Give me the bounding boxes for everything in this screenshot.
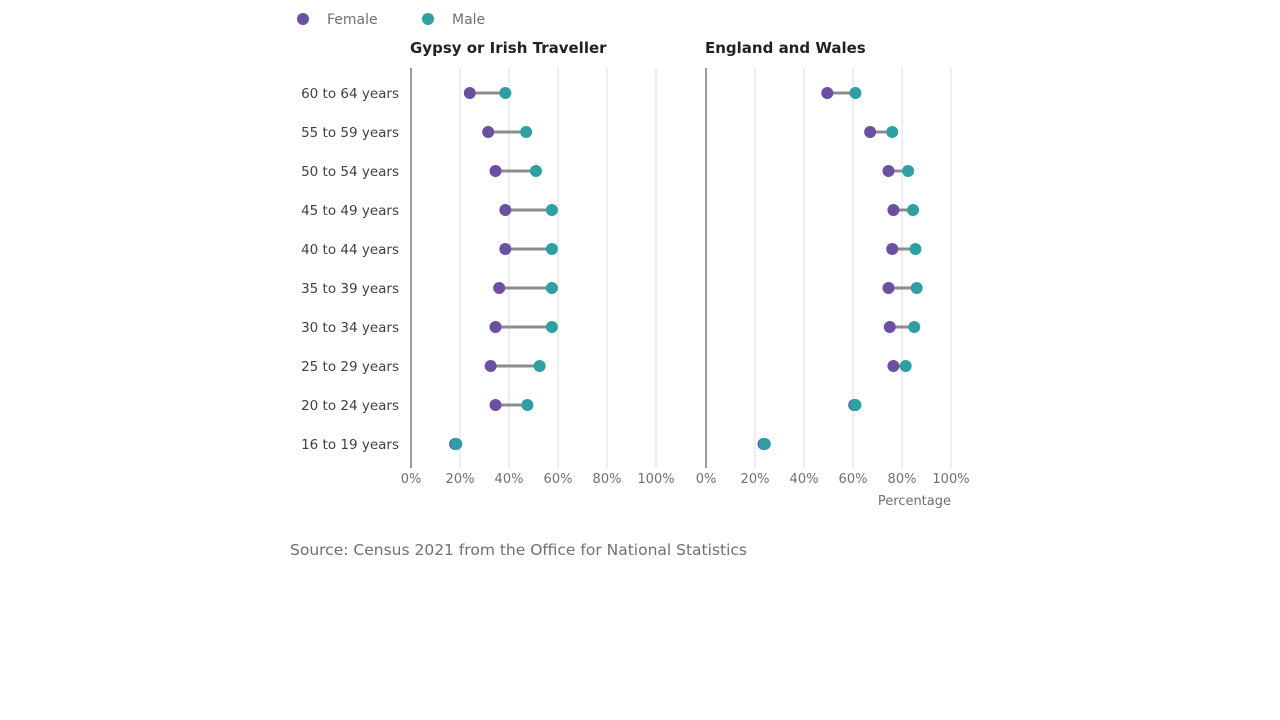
female-point — [482, 126, 495, 138]
male-point — [529, 165, 542, 177]
source-note: Source: Census 2021 from the Office for … — [290, 541, 747, 559]
male-point — [907, 204, 920, 216]
male-point — [545, 243, 558, 255]
x-tick-label: 40% — [790, 472, 819, 487]
category-label: 40 to 44 years — [301, 242, 399, 258]
x-tick-label: 20% — [741, 472, 770, 487]
female-point — [887, 360, 900, 372]
x-tick-label: 40% — [495, 472, 524, 487]
male-point — [849, 87, 862, 99]
female-point — [882, 165, 895, 177]
male-point — [849, 399, 862, 411]
male-point — [758, 438, 771, 450]
male-point — [909, 243, 922, 255]
x-tick-label: 0% — [401, 472, 422, 487]
female-point — [499, 204, 512, 216]
male-point — [910, 282, 923, 294]
category-label: 50 to 54 years — [301, 164, 399, 180]
female-point — [489, 321, 502, 333]
legend-label-female: Female — [327, 12, 378, 28]
category-label: 25 to 29 years — [301, 359, 399, 375]
category-label: 30 to 34 years — [301, 320, 399, 336]
female-point — [489, 165, 502, 177]
category-label: 55 to 59 years — [301, 125, 399, 141]
male-point — [520, 126, 533, 138]
panel-title-1: Gypsy or Irish Traveller — [410, 39, 607, 57]
male-point — [902, 165, 915, 177]
female-point — [864, 126, 877, 138]
male-point — [908, 321, 921, 333]
x-tick-label: 80% — [593, 472, 622, 487]
category-label: 60 to 64 years — [301, 86, 399, 102]
x-tick-label: 20% — [446, 472, 475, 487]
female-point — [489, 399, 502, 411]
female-point — [499, 243, 512, 255]
female-point — [883, 321, 896, 333]
x-tick-label: 60% — [839, 472, 868, 487]
female-point — [484, 360, 497, 372]
female-point — [821, 87, 834, 99]
legend-marker-female — [297, 13, 309, 25]
male-point — [886, 126, 899, 138]
category-label: 45 to 49 years — [301, 203, 399, 219]
x-tick-label: 100% — [637, 472, 674, 487]
female-point — [463, 87, 476, 99]
male-point — [545, 321, 558, 333]
male-point — [545, 204, 558, 216]
female-point — [887, 204, 900, 216]
x-tick-label: 60% — [544, 472, 573, 487]
category-label: 35 to 39 years — [301, 281, 399, 297]
x-tick-label: 100% — [932, 472, 969, 487]
female-point — [886, 243, 899, 255]
category-label: 20 to 24 years — [301, 398, 399, 414]
female-point — [493, 282, 506, 294]
legend-label-male: Male — [452, 12, 485, 28]
x-tick-label: 0% — [696, 472, 717, 487]
male-point — [899, 360, 912, 372]
legend-marker-male — [422, 13, 434, 25]
category-label: 16 to 19 years — [301, 437, 399, 453]
x-axis-title: Percentage — [878, 494, 951, 509]
x-tick-label: 80% — [888, 472, 917, 487]
male-point — [533, 360, 546, 372]
male-point — [545, 282, 558, 294]
male-point — [499, 87, 512, 99]
female-point — [882, 282, 895, 294]
male-point — [450, 438, 463, 450]
panel-title-2: England and Wales — [705, 39, 866, 57]
male-point — [521, 399, 534, 411]
